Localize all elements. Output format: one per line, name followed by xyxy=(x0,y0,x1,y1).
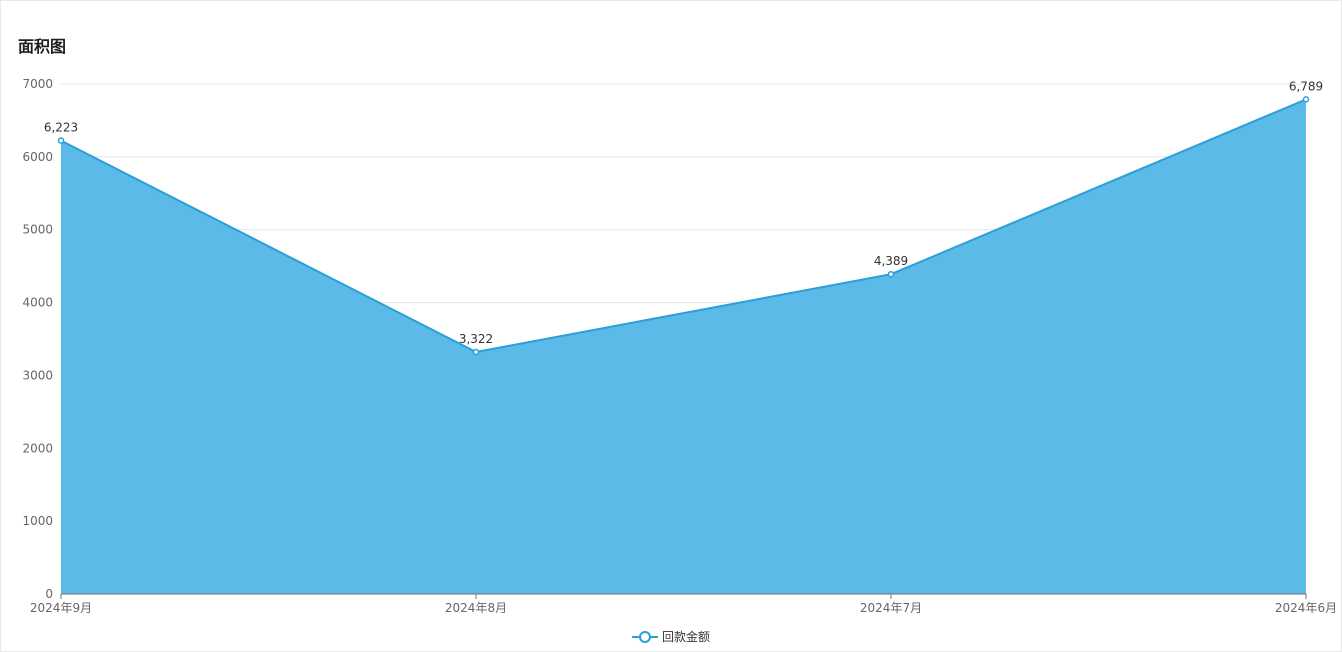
data-point[interactable] xyxy=(1302,96,1310,103)
y-tick-label: 5000 xyxy=(22,223,53,237)
data-label: 4,389 xyxy=(874,254,908,268)
y-tick-label: 7000 xyxy=(22,77,53,91)
x-tick-label: 2024年9月 xyxy=(30,601,92,615)
data-point[interactable] xyxy=(887,270,895,278)
legend-label[interactable]: 回款金额 xyxy=(662,629,710,644)
area-fill-group xyxy=(61,99,1306,594)
data-label: 6,789 xyxy=(1289,79,1323,93)
axes: 0 1000 2000 3000 4000 5000 6000 7000 2024年9月 2024… xyxy=(22,77,1337,615)
x-tick-label: 2024年7月 xyxy=(860,601,922,615)
series-line xyxy=(60,98,1307,353)
series-line-group xyxy=(57,96,1310,356)
data-point[interactable] xyxy=(472,348,480,356)
y-tick-label: 4000 xyxy=(22,296,53,310)
x-tick-label: 2024年8月 xyxy=(445,601,507,615)
y-tick-label: 2000 xyxy=(22,441,53,455)
y-tick-label: 6000 xyxy=(22,150,53,164)
legend[interactable]: 回款金额 xyxy=(632,629,710,644)
data-label: 3,322 xyxy=(459,332,493,346)
x-tick-label: 2024年6月 xyxy=(1275,601,1337,615)
y-tick-label: 1000 xyxy=(22,514,53,528)
data-labels: 6,223 3,322 4,389 6,789 xyxy=(44,79,1323,346)
y-tick-label: 0 xyxy=(45,587,53,601)
series-area xyxy=(61,99,1306,594)
data-point[interactable] xyxy=(57,137,65,144)
legend-marker-icon xyxy=(639,631,651,643)
y-tick-label: 3000 xyxy=(22,368,53,382)
data-label: 6,223 xyxy=(44,121,78,135)
chart-title: 面积图 xyxy=(18,37,67,56)
